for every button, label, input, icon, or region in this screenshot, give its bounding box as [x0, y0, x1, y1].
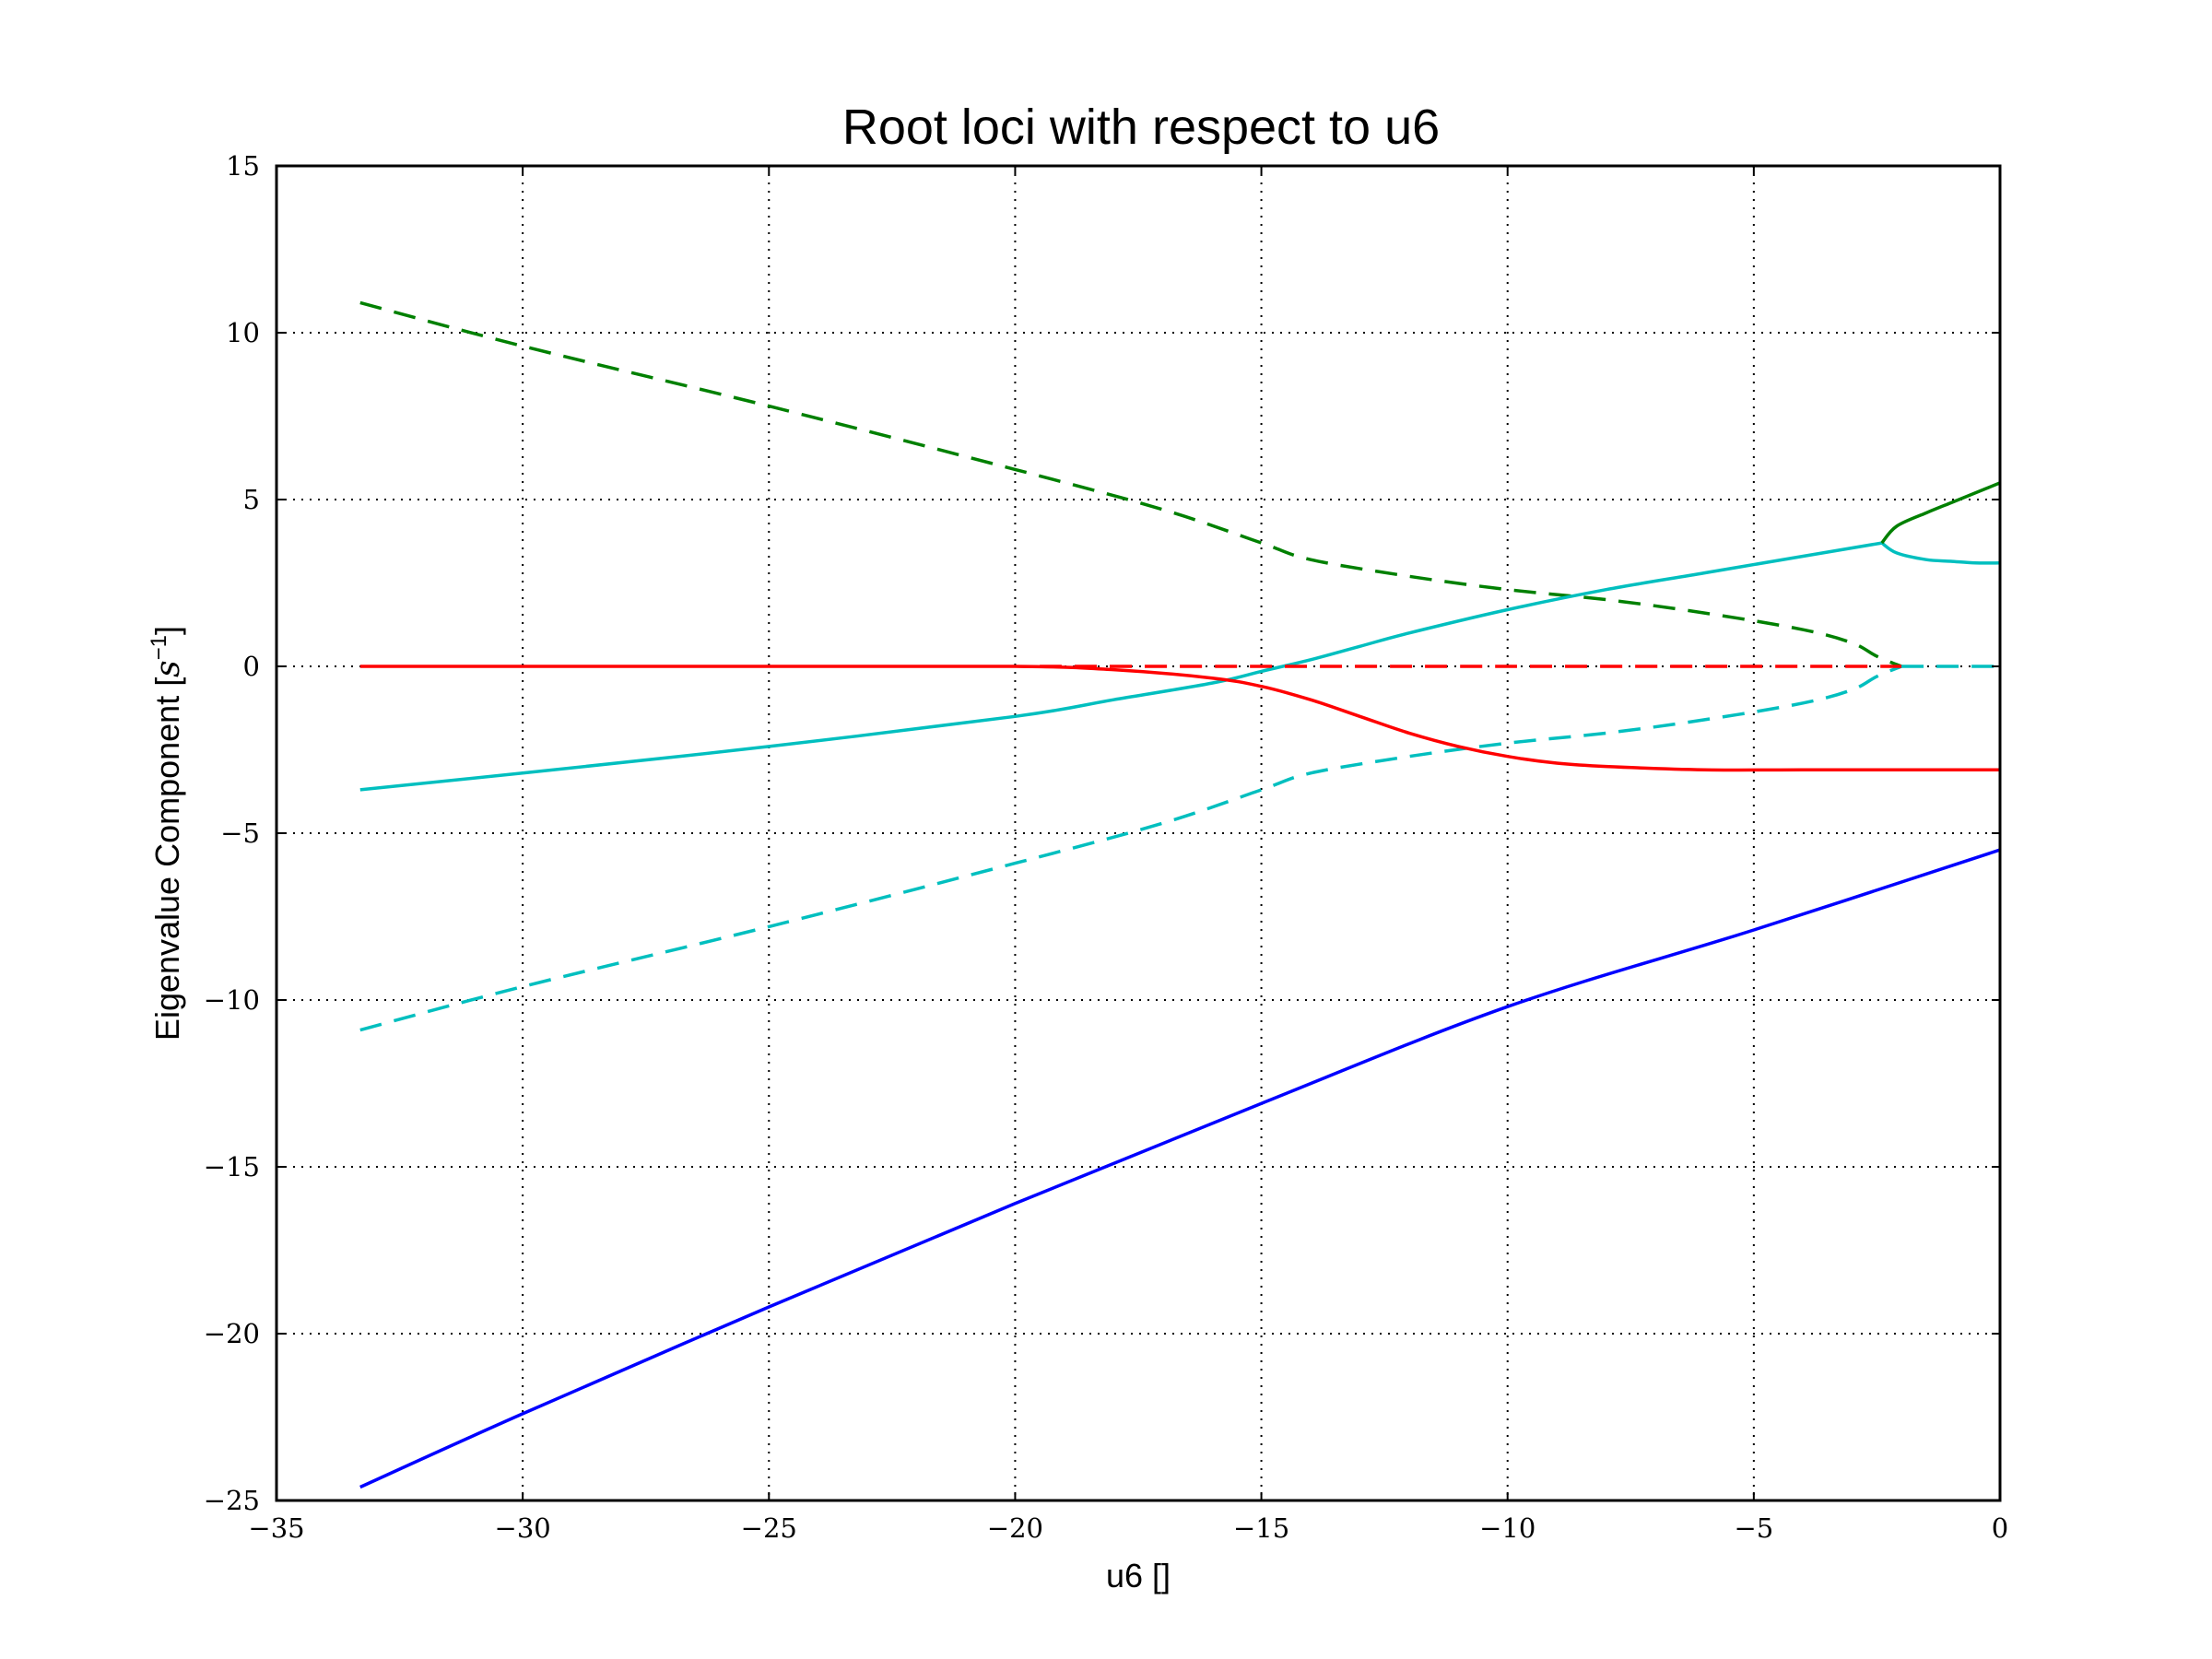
x-tick-label: −20: [987, 1512, 1043, 1544]
grid: [276, 166, 2000, 1500]
y-axis-label: Eigenvalue Component [s−1]: [147, 626, 187, 1041]
y-tick-label: −20: [204, 1318, 260, 1349]
x-tick-label: 0: [1992, 1512, 2008, 1544]
ticks: −35 −30 −25 −20 −15 −10 −5 0 −25 −20 −15 −10 −5 0 5 10 1…: [204, 150, 2008, 1544]
y-tick-label: 15: [226, 150, 260, 182]
x-tick-label: −35: [248, 1512, 304, 1544]
y-tick-label: −25: [204, 1485, 260, 1516]
x-tick-label: −15: [1233, 1512, 1289, 1544]
series-layer: [359, 300, 2001, 1489]
series-line-2: [359, 665, 1902, 1032]
chart-title: Root loci with respect to u6: [842, 100, 1440, 155]
y-tick-label: −10: [204, 984, 260, 1016]
x-tick-label: −30: [495, 1512, 551, 1544]
y-tick-label: 5: [243, 484, 260, 515]
series-line-6: [359, 664, 2000, 772]
series-line-0: [359, 848, 2001, 1489]
x-tick-label: −5: [1734, 1512, 1773, 1544]
y-tick-label: 0: [243, 651, 260, 682]
x-tick-label: −10: [1479, 1512, 1535, 1544]
series-line-1: [359, 300, 1902, 668]
y-tick-label: −15: [204, 1151, 260, 1182]
x-tick-label: −25: [741, 1512, 797, 1544]
x-axis-label: u6 []: [1106, 1557, 1171, 1594]
series-line-4: [1880, 541, 2001, 565]
y-tick-label: 10: [226, 317, 260, 348]
y-tick-label: −5: [220, 818, 260, 849]
series-line-3: [359, 541, 1883, 792]
series-line-5: [1880, 481, 2001, 545]
